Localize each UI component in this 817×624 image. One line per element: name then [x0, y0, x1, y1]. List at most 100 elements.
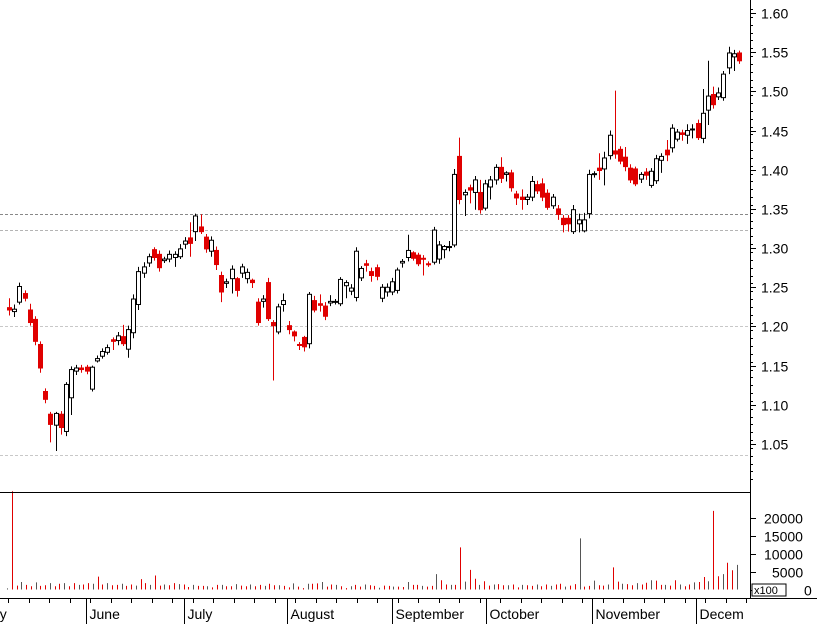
- candle-body: [411, 252, 416, 259]
- candle-body: [183, 240, 188, 245]
- candle-body: [199, 226, 204, 233]
- candlestick: [74, 364, 79, 376]
- candle-body: [59, 413, 64, 429]
- candlestick: [157, 250, 162, 272]
- candlestick: [307, 291, 312, 349]
- candle-body: [400, 260, 405, 264]
- candle-body: [680, 132, 685, 135]
- candlestick: [318, 294, 323, 312]
- candle-body: [375, 267, 380, 277]
- candlestick: [12, 304, 17, 318]
- candlestick: [333, 299, 338, 305]
- price-tick-label: 1.45: [761, 124, 788, 140]
- candle-body: [390, 281, 395, 293]
- candle-body: [349, 287, 354, 292]
- candlestick: [406, 234, 411, 262]
- candlestick: [592, 171, 597, 178]
- candlestick: [416, 252, 421, 267]
- candlestick: [411, 251, 416, 261]
- candle-body: [654, 158, 659, 182]
- volume-tick-label: 15000: [764, 529, 803, 545]
- candle-body: [256, 301, 261, 324]
- candle-body: [721, 73, 726, 99]
- candlestick: [95, 355, 100, 363]
- candle-body: [649, 170, 654, 186]
- candle-body: [219, 275, 224, 293]
- candlestick: [287, 320, 292, 335]
- candle-body: [287, 325, 292, 331]
- candlestick: [551, 194, 556, 209]
- volume-tick-label: 10000: [764, 547, 803, 563]
- candlestick: [266, 277, 271, 321]
- candle-body: [105, 347, 110, 353]
- candle-body: [535, 184, 540, 192]
- candlestick: [235, 277, 240, 297]
- candlestick: [116, 331, 121, 346]
- price-tick-label: 1.40: [761, 163, 788, 179]
- candlestick: [183, 237, 188, 249]
- candlestick: [421, 255, 426, 276]
- price-gridlines: [0, 326, 750, 456]
- price-tick-label: 1.30: [761, 241, 788, 257]
- candlestick: [644, 168, 649, 180]
- candle-body: [111, 339, 116, 342]
- candle-body: [224, 281, 229, 284]
- candle-body: [318, 303, 323, 306]
- candlestick: [147, 253, 152, 267]
- candlestick: [271, 320, 276, 381]
- candle-body: [230, 268, 235, 280]
- candle-body: [302, 336, 307, 348]
- candle-body: [23, 293, 28, 299]
- candlestick: [121, 324, 126, 347]
- candle-body: [613, 150, 618, 155]
- candlestick: [48, 411, 53, 443]
- candlestick: [17, 282, 22, 305]
- candlestick: [659, 153, 664, 173]
- candle-body: [276, 306, 281, 333]
- candlestick: [535, 180, 540, 195]
- candle-body: [463, 191, 468, 196]
- candle-body: [235, 278, 240, 291]
- candle-body: [173, 253, 178, 258]
- candlestick: [545, 189, 550, 210]
- candlestick: [473, 175, 478, 210]
- candle-body: [7, 307, 12, 311]
- candle-body: [209, 239, 214, 252]
- candle-body: [639, 173, 644, 180]
- candle-body: [380, 286, 385, 299]
- candle-body: [167, 253, 172, 260]
- candle-body: [556, 208, 561, 215]
- candlestick: [359, 266, 364, 282]
- candle-body: [328, 300, 333, 304]
- candle-body: [369, 271, 374, 277]
- candle-body: [566, 217, 571, 225]
- candlestick: [390, 277, 395, 296]
- candlestick: [276, 303, 281, 335]
- candle-body: [152, 249, 157, 258]
- price-tick-label: 1.10: [761, 398, 788, 414]
- candle-body: [696, 122, 701, 139]
- candlestick: [385, 283, 390, 297]
- candle-body: [633, 168, 638, 185]
- candlestick: [649, 168, 654, 188]
- candlestick: [204, 233, 209, 253]
- candlestick: [706, 60, 711, 126]
- candle-body: [297, 343, 302, 346]
- candlestick: [193, 213, 198, 242]
- candle-body: [240, 266, 245, 274]
- candlestick: [152, 247, 157, 261]
- candle-body: [670, 127, 675, 149]
- candle-body: [79, 367, 84, 371]
- candle-body: [659, 155, 664, 161]
- candle-body: [312, 300, 317, 311]
- candle-body: [193, 215, 198, 233]
- candlestick: [608, 130, 613, 160]
- candle-body: [727, 52, 732, 69]
- candlestick: [111, 337, 116, 350]
- candle-body: [266, 282, 271, 320]
- candlestick: [463, 189, 468, 216]
- candlestick: [214, 246, 219, 271]
- candlestick: [525, 194, 530, 205]
- candlestick: [349, 284, 354, 296]
